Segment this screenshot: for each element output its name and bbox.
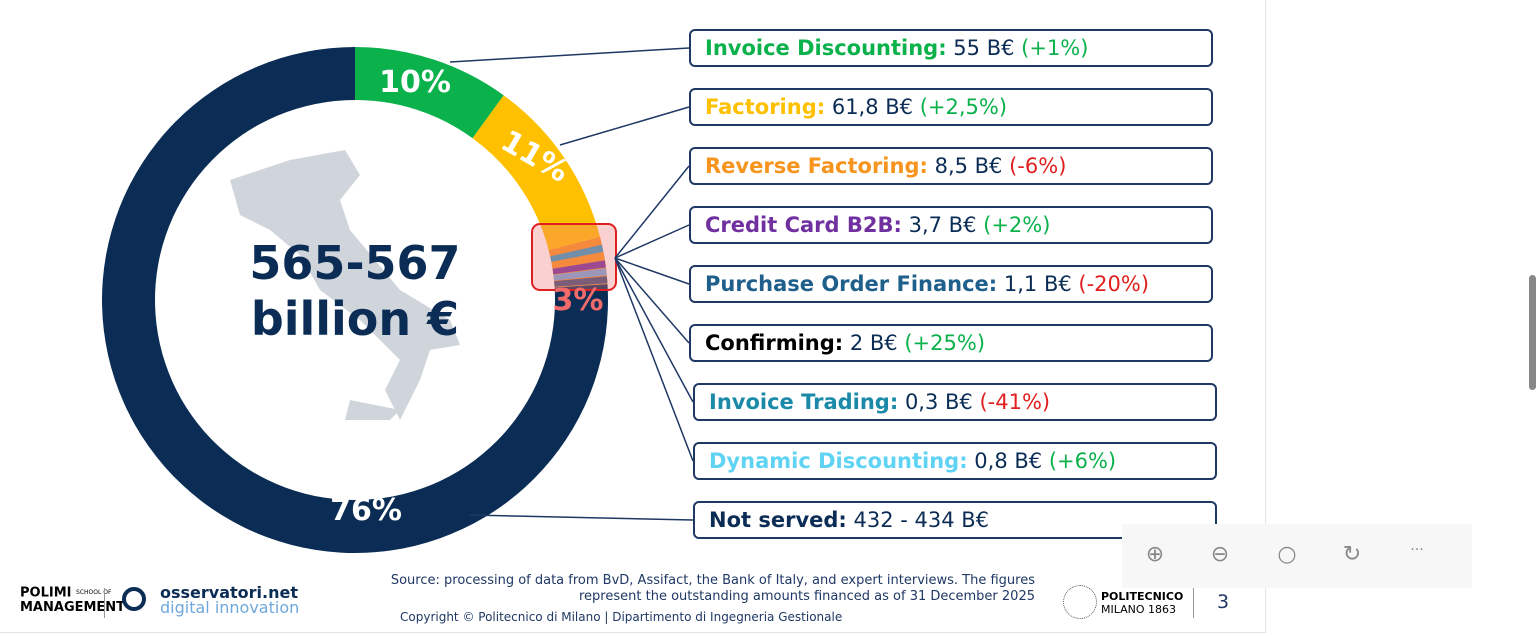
osservatori-logo-name: osservatori.net xyxy=(160,583,298,602)
slice-invoice-discounting xyxy=(355,47,504,139)
detail-slice xyxy=(548,237,602,256)
detail-slice xyxy=(554,276,608,287)
legend-name: Purchase Order Finance: xyxy=(705,272,998,296)
detail-slice xyxy=(553,268,607,281)
center-label: 565-567 billion € xyxy=(200,235,510,347)
legend-change: (-20%) xyxy=(1078,272,1150,296)
leader-line xyxy=(614,257,690,285)
legend-name: Invoice Discounting: xyxy=(705,36,947,60)
leader-line xyxy=(614,165,690,259)
legend-item: Factoring: 61,8 B€ (+2,5%) xyxy=(689,88,1213,126)
search-icon[interactable]: ○ xyxy=(1277,542,1297,567)
legend-change: (-41%) xyxy=(979,390,1051,414)
slice-label: 3% xyxy=(553,283,604,318)
legend-change: (+2,5%) xyxy=(919,95,1008,119)
osservatori-logo: osservatori.net digital innovation xyxy=(160,583,300,617)
legend-value: 0,8 B€ xyxy=(974,449,1043,473)
leader-line xyxy=(469,514,694,521)
polimi-logo-text: POLIMI xyxy=(20,585,72,601)
zoom-in-icon[interactable]: ⊕ xyxy=(1145,542,1165,567)
slice-label: 10% xyxy=(379,65,451,100)
legend-value: 1,1 B€ xyxy=(1003,272,1072,296)
legend-change: (-6%) xyxy=(1009,154,1067,178)
polimi-logo-school-of: SCHOOL OF xyxy=(76,589,112,596)
legend-item: Dynamic Discounting: 0,8 B€ (+6%) xyxy=(693,442,1217,480)
legend-item: Invoice Discounting: 55 B€ (+1%) xyxy=(689,29,1213,67)
leader-line xyxy=(614,257,690,344)
center-value: 565-567 xyxy=(249,236,461,290)
center-unit: billion € xyxy=(250,292,460,346)
zoom-out-icon[interactable]: ⊖ xyxy=(1210,542,1230,567)
slice-factoring xyxy=(472,95,601,251)
legend-value: 0,3 B€ xyxy=(904,390,973,414)
copyright: Copyright © Politecnico di Milano | Dipa… xyxy=(400,610,843,624)
footer-divider xyxy=(104,588,105,618)
legend-value: 55 B€ xyxy=(953,36,1015,60)
legend-name: Not served: xyxy=(709,508,847,532)
donut-chart: 10%11%3%76% xyxy=(101,47,694,553)
legend-name: Confirming: xyxy=(705,331,844,355)
slice-label: 76% xyxy=(330,493,402,528)
leader-line xyxy=(614,257,694,403)
detail-slice xyxy=(551,252,605,269)
legend-change: (+25%) xyxy=(904,331,986,355)
politecnico-logo: POLITECNICO MILANO 1863 xyxy=(1101,590,1183,616)
legend-value: 61,8 B€ xyxy=(831,95,914,119)
highlight-box xyxy=(531,223,617,291)
legend-name: Credit Card B2B: xyxy=(705,213,902,237)
legend-name: Dynamic Discounting: xyxy=(709,449,968,473)
osservatori-logo-tagline: digital innovation xyxy=(160,598,300,617)
polimi-logo: POLIMI SCHOOL OF MANAGEMENT xyxy=(20,586,125,615)
politecnico-seal-icon xyxy=(1063,585,1097,619)
legend-name: Factoring: xyxy=(705,95,826,119)
legend-value: 8,5 B€ xyxy=(934,154,1003,178)
legend-change: (+2%) xyxy=(983,213,1051,237)
politecnico-logo-name: POLITECNICO xyxy=(1101,590,1184,603)
legend-value: 3,7 B€ xyxy=(908,213,977,237)
leader-line xyxy=(614,257,694,462)
polimi-logo-management: MANAGEMENT xyxy=(20,599,126,615)
source-note: Source: processing of data from BvD, Ass… xyxy=(390,573,1035,604)
more-button[interactable]: ··· xyxy=(1410,542,1424,558)
legend-change: (+1%) xyxy=(1021,36,1089,60)
osservatori-logo-icon xyxy=(122,587,146,611)
legend-value: 2 B€ xyxy=(849,331,898,355)
legend-name: Reverse Factoring: xyxy=(705,154,928,178)
italy-map-icon xyxy=(230,150,460,420)
legend-item: Reverse Factoring: 8,5 B€ (-6%) xyxy=(689,147,1213,185)
page-number: 3 xyxy=(1217,591,1230,613)
rotate-icon[interactable]: ↻ xyxy=(1342,542,1362,567)
legend-change: (+6%) xyxy=(1048,449,1117,473)
legend-value: 432 - 434 B€ xyxy=(853,508,990,532)
legend-item: Invoice Trading: 0,3 B€ (-41%) xyxy=(693,383,1217,421)
detail-slice xyxy=(552,260,606,275)
leader-line xyxy=(559,106,690,146)
leader-line xyxy=(449,47,690,63)
legend-item: Purchase Order Finance: 1,1 B€ (-20%) xyxy=(689,265,1213,303)
footer-divider xyxy=(1193,588,1194,618)
detail-slice xyxy=(550,244,604,262)
legend-item: Confirming: 2 B€ (+25%) xyxy=(689,324,1213,362)
politecnico-logo-city: MILANO 1863 xyxy=(1101,603,1177,616)
legend-name: Invoice Trading: xyxy=(709,390,899,414)
scrollbar[interactable] xyxy=(1529,275,1536,390)
slide: 10% 11% 3% 76% 565-567 billion € Invoice Di… xyxy=(0,0,1266,633)
viewer-toolbar: ⊕ ⊖ ○ ↻ ··· xyxy=(1122,524,1472,588)
leader-line xyxy=(614,224,690,259)
legend-item: Credit Card B2B: 3,7 B€ (+2%) xyxy=(689,206,1213,244)
